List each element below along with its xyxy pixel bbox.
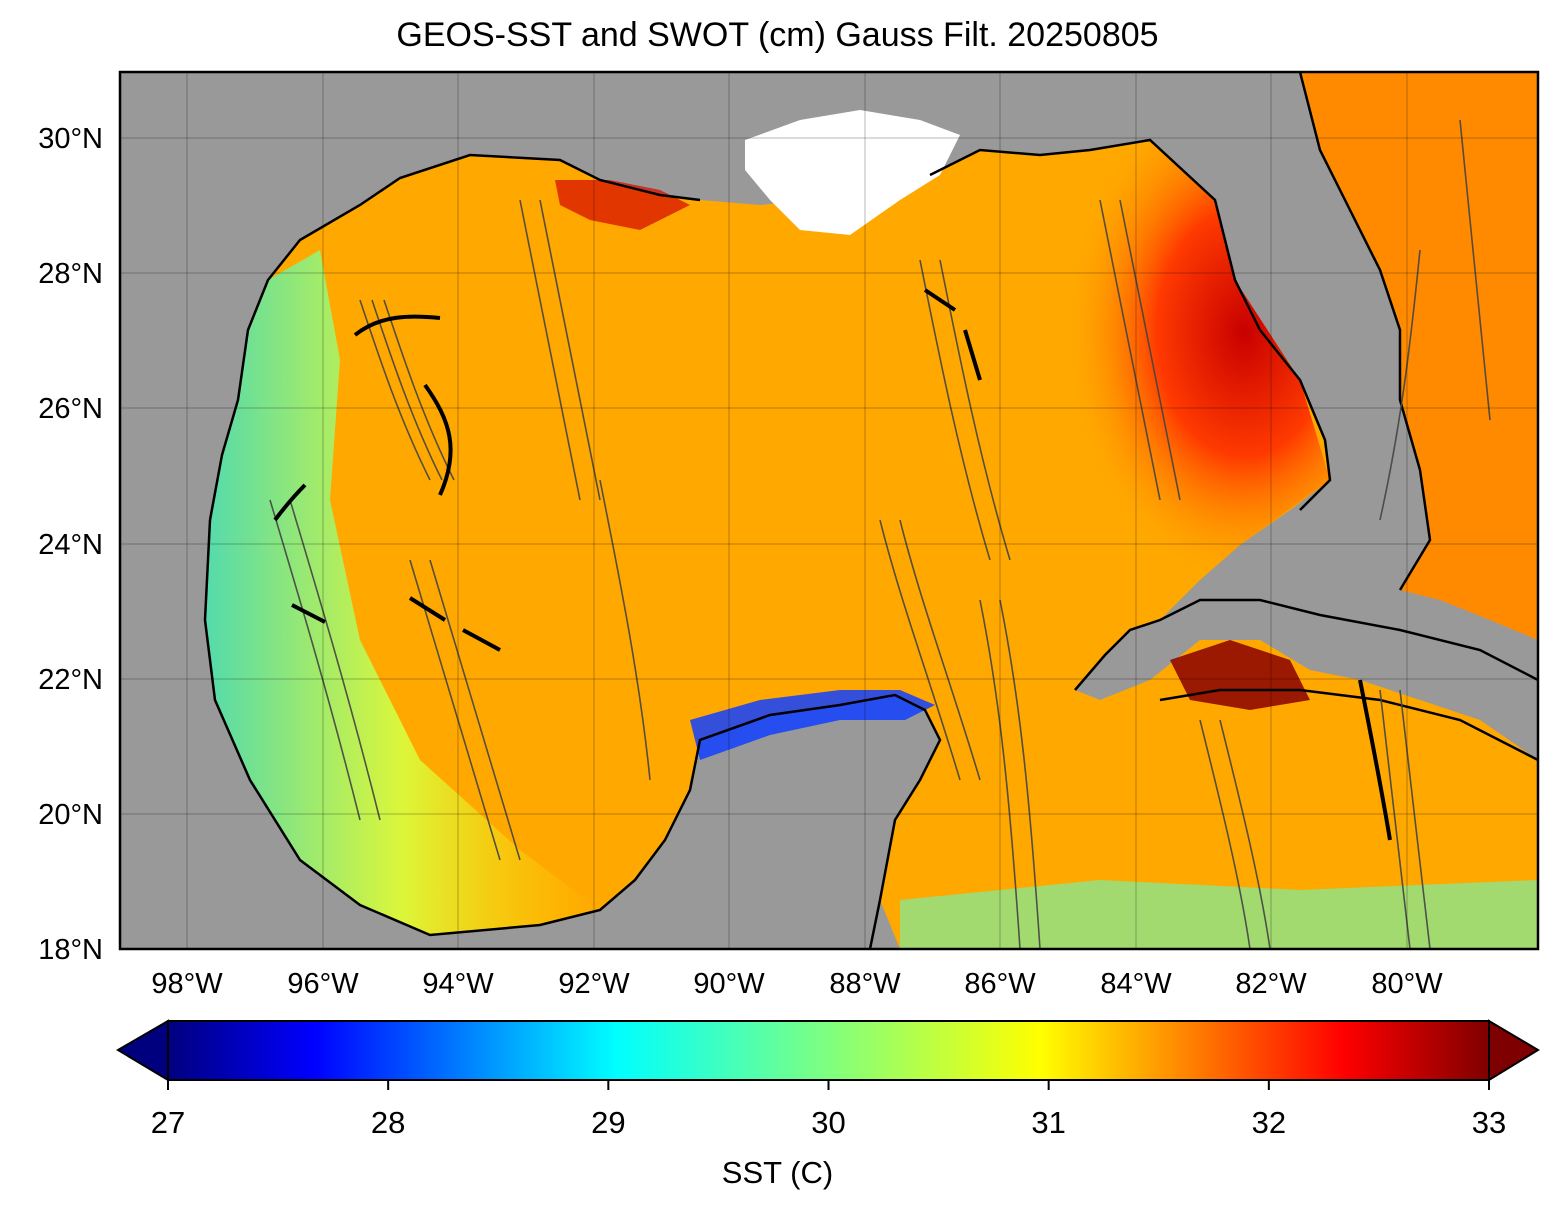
- atlantic-sst-field: [1300, 72, 1538, 640]
- colorbar-tick-label: 29: [591, 1105, 625, 1140]
- swot-contours: [269, 119, 1491, 949]
- colorbar-tick-label: 28: [371, 1105, 405, 1140]
- lat-tick-label: 20°N: [38, 799, 103, 831]
- lon-tick-label: 96°W: [287, 968, 359, 1000]
- lat-tick-label: 26°N: [38, 393, 103, 425]
- map-title: GEOS-SST and SWOT (cm) Gauss Filt. 20250…: [396, 16, 1159, 54]
- colorbar-extend-low: [116, 1019, 169, 1082]
- colorbar-tick-label: 30: [811, 1105, 845, 1140]
- east-warm-region: [940, 140, 1330, 690]
- colorbar-ticks: 27 28 29 30 31 32 33: [151, 1080, 1506, 1140]
- lon-tick-label: 82°W: [1235, 968, 1307, 1000]
- longitude-tick-labels: 98°W 96°W 94°W 92°W 90°W 88°W 86°W 84°W 82°W 80°W: [151, 968, 1443, 1000]
- yucatan-upwelling: [690, 690, 935, 760]
- lon-tick-label: 88°W: [829, 968, 901, 1000]
- coastlines: [203, 72, 1538, 949]
- lon-tick-label: 84°W: [1100, 968, 1172, 1000]
- colorbar: 27 28 29 30 31 32 33: [116, 1019, 1540, 1140]
- colorbar-tick-label: 27: [151, 1105, 185, 1140]
- lat-tick-label: 22°N: [38, 664, 103, 696]
- caribbean-cool-south: [900, 880, 1538, 949]
- swot-zero-contours: [273, 288, 1392, 841]
- colorbar-tick-label: 33: [1472, 1105, 1506, 1140]
- lon-tick-label: 92°W: [558, 968, 630, 1000]
- map-panel: [120, 72, 1538, 949]
- west-cool-band: [205, 250, 600, 935]
- graticule: [120, 72, 1538, 949]
- lat-tick-label: 18°N: [38, 934, 103, 966]
- louisiana-marsh: [745, 110, 960, 235]
- colorbar-tick-label: 31: [1031, 1105, 1065, 1140]
- colorbar-label: SST (C): [721, 1155, 834, 1190]
- lat-tick-label: 28°N: [38, 258, 103, 290]
- colorbar-extend-high: [1488, 1019, 1540, 1082]
- lat-tick-label: 24°N: [38, 529, 103, 561]
- latitude-tick-labels: 30°N 28°N 26°N 24°N 22°N 20°N 18°N: [38, 123, 103, 966]
- colorbar-tick-label: 32: [1252, 1105, 1286, 1140]
- lon-tick-label: 86°W: [964, 968, 1036, 1000]
- lon-tick-label: 94°W: [422, 968, 494, 1000]
- lat-tick-label: 30°N: [38, 123, 103, 155]
- lon-tick-label: 98°W: [151, 968, 223, 1000]
- colorbar-gradient: [167, 1020, 1490, 1081]
- map-frame: [118, 70, 1540, 951]
- lon-tick-label: 80°W: [1371, 968, 1443, 1000]
- north-coast-warm: [555, 180, 690, 230]
- lon-tick-label: 90°W: [693, 968, 765, 1000]
